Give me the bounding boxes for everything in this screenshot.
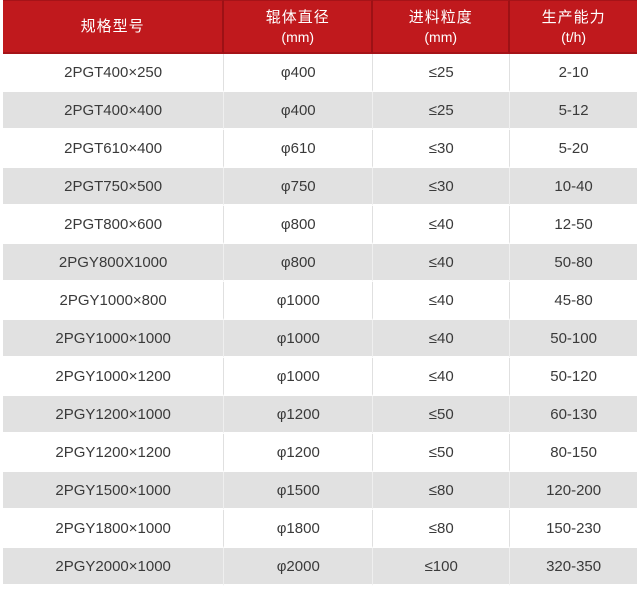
header-unit-capacity: (t/h) [561, 28, 587, 45]
header-title-roller-diameter: 辊体直径 [265, 8, 330, 26]
cell-model: 2PGY2000×1000 [3, 548, 225, 586]
header-unit-roller-diameter: (mm) [281, 28, 315, 45]
header-cell-capacity: 生产能力 (t/h) [510, 0, 637, 54]
header-title-feed-size: 进料粒度 [408, 8, 473, 26]
table-row: 2PGY1200×1000 φ1200 ≤50 60-130 [3, 396, 637, 434]
cell-capacity: 2-10 [510, 54, 637, 92]
cell-capacity: 5-20 [510, 130, 637, 168]
cell-roller-diameter: φ1200 [224, 396, 374, 434]
cell-model: 2PGT610×400 [3, 130, 225, 168]
cell-capacity: 120-200 [510, 472, 637, 510]
cell-model: 2PGT400×400 [3, 92, 225, 130]
cell-roller-diameter: φ1000 [224, 282, 374, 320]
header-cell-feed-size: 进料粒度 (mm) [373, 0, 511, 54]
cell-capacity: 80-150 [510, 434, 637, 472]
cell-roller-diameter: φ400 [224, 54, 374, 92]
header-cell-model: 规格型号 [3, 0, 225, 54]
cell-model: 2PGY1200×1200 [3, 434, 225, 472]
table-row: 2PGY800X1000 φ800 ≤40 50-80 [3, 244, 637, 282]
cell-feed-size: ≤40 [373, 358, 511, 396]
table-body: 2PGT400×250 φ400 ≤25 2-10 2PGT400×400 φ4… [3, 54, 637, 586]
cell-roller-diameter: φ1500 [224, 472, 374, 510]
cell-feed-size: ≤40 [373, 320, 511, 358]
table-row: 2PGY1200×1200 φ1200 ≤50 80-150 [3, 434, 637, 472]
cell-feed-size: ≤50 [373, 396, 511, 434]
cell-capacity: 320-350 [510, 548, 637, 586]
table-row: 2PGY1000×1000 φ1000 ≤40 50-100 [3, 320, 637, 358]
cell-feed-size: ≤80 [373, 472, 511, 510]
header-title-capacity: 生产能力 [541, 8, 606, 26]
cell-roller-diameter: φ750 [224, 168, 374, 206]
cell-roller-diameter: φ1200 [224, 434, 374, 472]
cell-model: 2PGY1800×1000 [3, 510, 225, 548]
cell-model: 2PGY800X1000 [3, 244, 225, 282]
cell-feed-size: ≤50 [373, 434, 511, 472]
table-row: 2PGT610×400 φ610 ≤30 5-20 [3, 130, 637, 168]
cell-capacity: 60-130 [510, 396, 637, 434]
cell-feed-size: ≤40 [373, 282, 511, 320]
header-cell-roller-diameter-wrap: 辊体直径 (mm) [224, 1, 371, 52]
cell-feed-size: ≤30 [373, 168, 511, 206]
header-cell-feed-size-wrap: 进料粒度 (mm) [373, 1, 508, 52]
cell-feed-size: ≤40 [373, 206, 511, 244]
header-cell-model-wrap: 规格型号 [3, 1, 222, 52]
table-row: 2PGT750×500 φ750 ≤30 10-40 [3, 168, 637, 206]
cell-capacity: 150-230 [510, 510, 637, 548]
cell-capacity: 12-50 [510, 206, 637, 244]
cell-capacity: 45-80 [510, 282, 637, 320]
table-row: 2PGY1000×800 φ1000 ≤40 45-80 [3, 282, 637, 320]
cell-model: 2PGY1000×1000 [3, 320, 225, 358]
cell-roller-diameter: φ400 [224, 92, 374, 130]
table-header: 规格型号 辊体直径 (mm) 进料粒度 (mm) [3, 0, 637, 54]
table-row: 2PGY1500×1000 φ1500 ≤80 120-200 [3, 472, 637, 510]
cell-model: 2PGY1500×1000 [3, 472, 225, 510]
cell-capacity: 10-40 [510, 168, 637, 206]
cell-model: 2PGT800×600 [3, 206, 225, 244]
cell-model: 2PGT750×500 [3, 168, 225, 206]
table-row: 2PGT800×600 φ800 ≤40 12-50 [3, 206, 637, 244]
cell-roller-diameter: φ2000 [224, 548, 374, 586]
cell-model: 2PGY1200×1000 [3, 396, 225, 434]
cell-roller-diameter: φ800 [224, 244, 374, 282]
header-row: 规格型号 辊体直径 (mm) 进料粒度 (mm) [3, 0, 637, 54]
cell-feed-size: ≤30 [373, 130, 511, 168]
cell-roller-diameter: φ1000 [224, 358, 374, 396]
table-row: 2PGT400×250 φ400 ≤25 2-10 [3, 54, 637, 92]
cell-roller-diameter: φ610 [224, 130, 374, 168]
cell-roller-diameter: φ800 [224, 206, 374, 244]
spec-table: 规格型号 辊体直径 (mm) 进料粒度 (mm) [3, 0, 637, 586]
cell-roller-diameter: φ1000 [224, 320, 374, 358]
cell-capacity: 50-120 [510, 358, 637, 396]
table-row: 2PGY2000×1000 φ2000 ≤100 320-350 [3, 548, 637, 586]
cell-feed-size: ≤100 [373, 548, 511, 586]
cell-feed-size: ≤25 [373, 92, 511, 130]
cell-capacity: 50-80 [510, 244, 637, 282]
cell-feed-size: ≤80 [373, 510, 511, 548]
cell-model: 2PGT400×250 [3, 54, 225, 92]
cell-model: 2PGY1000×800 [3, 282, 225, 320]
table-row: 2PGT400×400 φ400 ≤25 5-12 [3, 92, 637, 130]
header-cell-roller-diameter: 辊体直径 (mm) [224, 0, 374, 54]
header-cell-capacity-wrap: 生产能力 (t/h) [510, 1, 637, 52]
cell-feed-size: ≤25 [373, 54, 511, 92]
table-row: 2PGY1000×1200 φ1000 ≤40 50-120 [3, 358, 637, 396]
header-unit-feed-size: (mm) [424, 28, 458, 45]
cell-capacity: 50-100 [510, 320, 637, 358]
cell-capacity: 5-12 [510, 92, 637, 130]
cell-feed-size: ≤40 [373, 244, 511, 282]
table-row: 2PGY1800×1000 φ1800 ≤80 150-230 [3, 510, 637, 548]
header-title-model: 规格型号 [80, 18, 145, 35]
cell-roller-diameter: φ1800 [224, 510, 374, 548]
cell-model: 2PGY1000×1200 [3, 358, 225, 396]
